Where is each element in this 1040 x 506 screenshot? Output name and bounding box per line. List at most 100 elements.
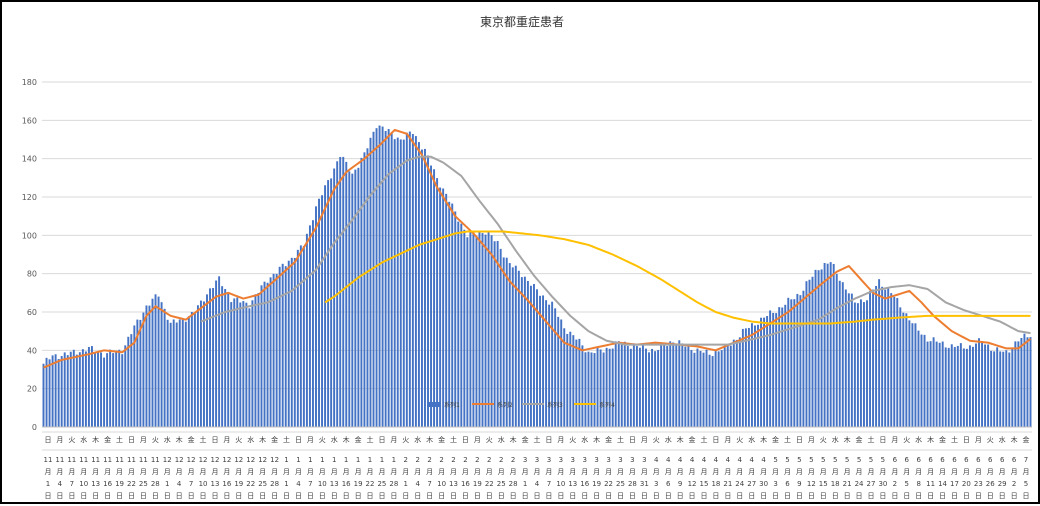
x-day-unit: 日: [736, 492, 743, 500]
x-month-label: 2: [475, 456, 479, 464]
bar: [996, 347, 999, 427]
bar: [720, 350, 723, 427]
x-month-unit: 月: [796, 468, 803, 476]
x-day-label: 25: [139, 480, 148, 488]
bar: [605, 347, 608, 427]
x-day-unit: 日: [915, 492, 922, 500]
bar: [181, 318, 184, 427]
y-tick-label: 120: [22, 193, 37, 202]
bar: [563, 328, 566, 427]
bar: [896, 298, 899, 427]
bar: [520, 277, 523, 427]
bar: [623, 341, 626, 427]
bar: [160, 302, 163, 427]
x-day-unit: 日: [545, 492, 552, 500]
bar: [620, 344, 623, 427]
x-weekday-label: 木: [176, 435, 183, 444]
x-day-label: 22: [366, 480, 375, 488]
bar: [42, 363, 45, 427]
bar: [902, 312, 905, 427]
x-weekday-label: 火: [569, 436, 576, 444]
x-month-unit: 月: [414, 468, 421, 476]
x-weekday-label: 火: [68, 436, 75, 444]
x-day-unit: 日: [987, 492, 994, 500]
x-month-unit: 月: [247, 468, 254, 476]
bar: [869, 290, 871, 427]
x-month-label: 4: [726, 456, 731, 464]
bar: [750, 323, 753, 427]
bar: [190, 311, 193, 427]
x-month-unit: 月: [760, 468, 767, 476]
bar: [172, 319, 175, 427]
bar: [875, 285, 878, 427]
bar: [793, 299, 796, 427]
bar: [245, 302, 248, 427]
x-month-label: 4: [761, 456, 766, 464]
y-tick-label: 40: [27, 346, 37, 355]
x-weekday-label: 木: [92, 435, 99, 444]
x-day-unit: 日: [188, 492, 195, 500]
x-day-unit: 日: [283, 492, 290, 500]
x-day-unit: 日: [56, 492, 63, 500]
bar: [66, 355, 69, 427]
bar: [744, 328, 747, 427]
x-month-label: 2: [451, 456, 455, 464]
bar: [445, 193, 448, 427]
x-day-unit: 日: [617, 492, 624, 500]
x-weekday-label: 金: [355, 435, 362, 444]
bar: [212, 288, 215, 427]
x-weekday-label: 月: [307, 436, 314, 444]
x-month-label: 6: [1000, 456, 1005, 464]
x-day-label: 10: [199, 480, 208, 488]
x-month-unit: 月: [832, 468, 839, 476]
x-day-label: 4: [296, 480, 301, 488]
x-month-label: 1: [368, 456, 372, 464]
x-month-label: 1: [392, 456, 396, 464]
x-month-unit: 月: [390, 468, 397, 476]
bar: [203, 301, 205, 427]
bar: [97, 352, 99, 427]
bar: [853, 302, 856, 427]
bar: [772, 312, 775, 427]
x-month-unit: 月: [211, 468, 218, 476]
bar: [687, 344, 690, 427]
x-month-label: 1: [284, 456, 288, 464]
x-weekday-label: 月: [975, 436, 982, 444]
x-month-unit: 月: [426, 468, 433, 476]
x-day-label: 13: [568, 480, 577, 488]
x-month-unit: 月: [820, 468, 827, 476]
x-day-unit: 日: [211, 492, 218, 500]
x-weekday-label: 火: [235, 436, 242, 444]
x-month-label: 3: [547, 456, 551, 464]
x-day-label: 19: [592, 480, 601, 488]
x-month-label: 12: [246, 456, 255, 464]
x-day-unit: 日: [951, 492, 958, 500]
x-month-unit: 月: [200, 468, 207, 476]
x-month-label: 5: [785, 456, 789, 464]
y-tick-label: 160: [22, 116, 37, 125]
bar: [139, 319, 142, 427]
bar: [327, 180, 330, 427]
x-month-unit: 月: [331, 468, 338, 476]
x-month-label: 5: [797, 456, 801, 464]
x-month-label: 2: [427, 456, 431, 464]
x-month-unit: 月: [844, 468, 851, 476]
x-month-label: 1: [296, 456, 300, 464]
x-month-label: 2: [499, 456, 503, 464]
x-month-label: 4: [654, 456, 659, 464]
bar: [657, 350, 660, 427]
x-month-label: 5: [857, 456, 861, 464]
bar: [196, 305, 199, 427]
bar: [732, 339, 735, 427]
bar: [529, 285, 532, 427]
x-day-label: 16: [103, 480, 112, 488]
x-month-label: 11: [103, 456, 112, 464]
x-month-unit: 月: [927, 468, 934, 476]
x-day-label: 29: [998, 480, 1007, 488]
bar: [199, 300, 202, 427]
x-month-unit: 月: [748, 468, 755, 476]
bar: [315, 206, 317, 427]
x-day-unit: 日: [235, 492, 242, 500]
bar: [941, 341, 944, 427]
bar: [318, 198, 320, 427]
